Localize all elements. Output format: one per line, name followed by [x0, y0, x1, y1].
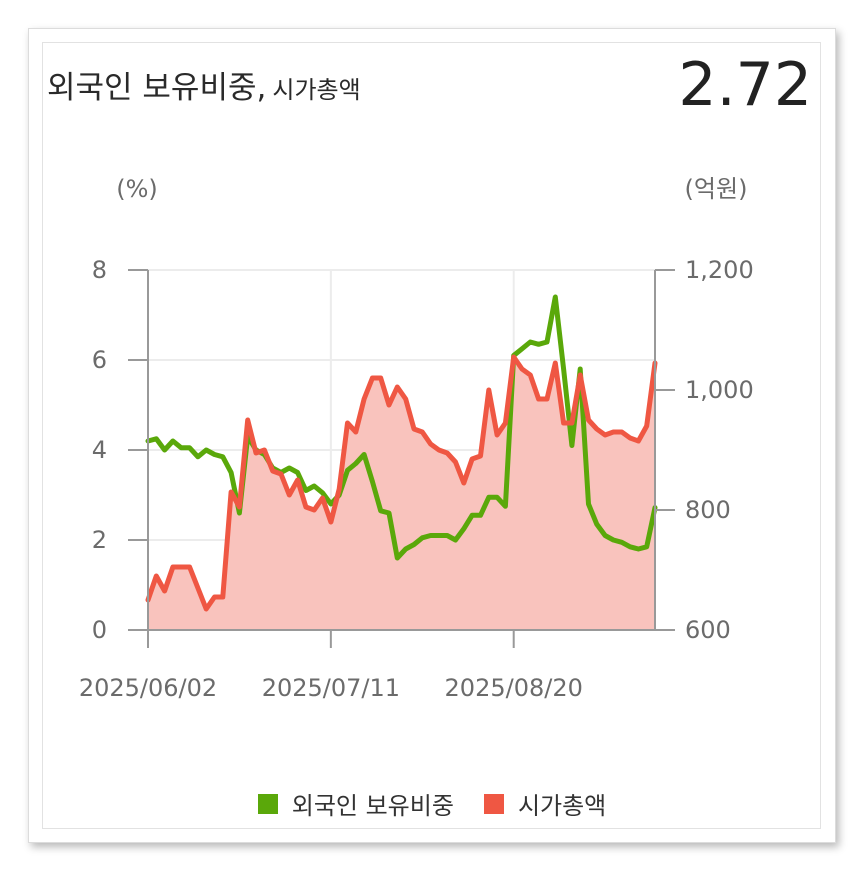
left-unit-label: (%) [116, 175, 158, 203]
right-tick-label: 1,200 [685, 256, 754, 284]
right-tick-label: 800 [685, 496, 731, 524]
left-tick-label: 2 [92, 526, 107, 554]
axes [128, 269, 675, 648]
left-tick-label: 8 [92, 256, 107, 284]
x-tick-label: 2025/08/20 [445, 674, 583, 702]
market-cap-line [145, 354, 658, 612]
chart-title: 외국인 보유비중, 시가총액 [47, 62, 361, 107]
right-unit-label: (억원) [685, 175, 748, 203]
right-tick-label: 600 [685, 616, 731, 644]
tick-labels: 8 6 4 2 0 1,200 1,000 800 600 2025/06/02 2025/07/1… [79, 256, 754, 702]
current-value: 2.72 [678, 50, 812, 120]
legend-swatch-market-cap [483, 793, 504, 814]
series-lines [145, 294, 658, 612]
legend-label-market-cap: 시가총액 [517, 792, 607, 820]
x-tick-label: 2025/07/11 [262, 674, 400, 702]
right-tick-label: 1,000 [685, 376, 754, 404]
chart-card [42, 42, 821, 829]
legend: 외국인 보유비중 시가총액 [0, 786, 864, 821]
market-cap-area-fill [148, 357, 655, 630]
legend-item-foreign-ratio[interactable]: 외국인 보유비중 [257, 786, 454, 821]
left-tick-label: 6 [92, 346, 107, 374]
title-sub: 시가총액 [272, 76, 361, 104]
left-tick-label: 4 [92, 436, 107, 464]
left-tick-label: 0 [92, 616, 107, 644]
legend-swatch-foreign-ratio [257, 793, 278, 814]
legend-label-foreign-ratio: 외국인 보유비중 [291, 792, 454, 820]
foreign-ratio-line [145, 294, 658, 561]
market-cap-area [148, 357, 655, 630]
x-tick-label: 2025/06/02 [79, 674, 217, 702]
title-main: 외국인 보유비중, [47, 70, 267, 106]
legend-item-market-cap[interactable]: 시가총액 [483, 786, 607, 821]
